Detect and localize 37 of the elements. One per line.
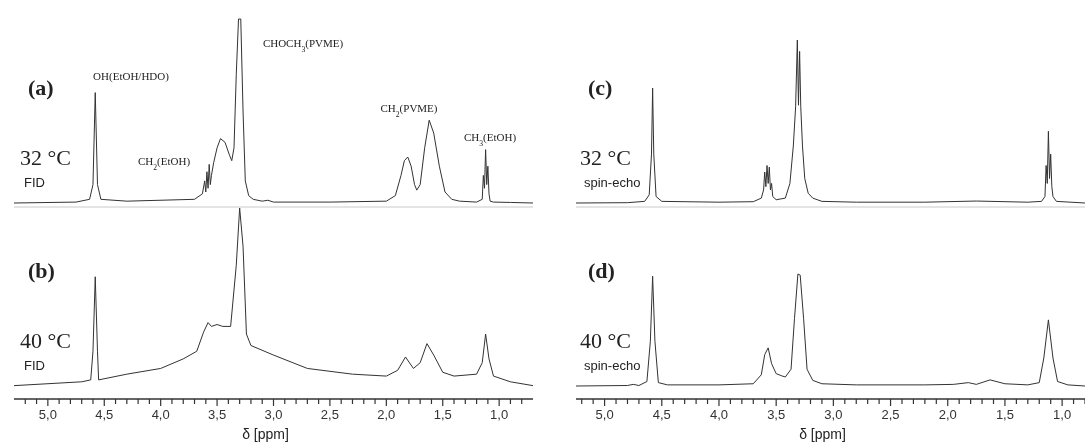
annotation: spin-echo (584, 358, 641, 373)
x-tick-label: 3,5 (767, 407, 786, 422)
annotation: 40 °C (20, 328, 71, 353)
annotation: FID (24, 358, 45, 373)
annotation: (d) (588, 258, 615, 283)
x-tick-label: 4,0 (151, 407, 170, 422)
annotation: (b) (28, 258, 55, 283)
x-tick-label: 2,0 (377, 407, 396, 422)
x-tick-label: 1,5 (995, 407, 1014, 422)
annotation: spin-echo (584, 175, 641, 190)
annotation: 40 °C (580, 328, 631, 353)
annotation: (c) (588, 75, 613, 100)
annotation: CHOCH$_{3}$(PVME) (262, 37, 344, 54)
annotation: OH(EtOH/HDO) (93, 70, 170, 83)
x-tick-label: 4,5 (95, 407, 114, 422)
annotation: CH$_{2}$(PVME) (380, 102, 438, 119)
x-tick-label: 3,0 (824, 407, 843, 422)
x-axis-title: δ [ppm] (242, 426, 289, 442)
x-tick-label: 2,0 (938, 407, 957, 422)
x-tick-label: 1,0 (1053, 407, 1072, 422)
annotation: CH$_{3}$(EtOH) (463, 131, 517, 148)
x-tick-label: 4,5 (652, 407, 671, 422)
x-tick-label: 5,0 (38, 407, 57, 422)
x-tick-label: 1,0 (490, 407, 509, 422)
annotation: FID (24, 175, 45, 190)
x-tick-label: 4,0 (709, 407, 729, 422)
x-tick-label: 2,5 (881, 407, 900, 422)
annotation: CH$_{2}$(EtOH) (137, 155, 191, 172)
annotation: 32 °C (580, 145, 631, 170)
x-tick-label: 5,0 (595, 407, 614, 422)
annotation: 32 °C (20, 145, 71, 170)
x-tick-label: 3,0 (264, 407, 283, 422)
x-tick-label: 2,5 (320, 407, 339, 422)
x-tick-label: 3,5 (208, 407, 227, 422)
annotation: (a) (28, 75, 54, 100)
x-axis-title: δ [ppm] (799, 426, 846, 442)
x-tick-label: 1,5 (433, 407, 452, 422)
